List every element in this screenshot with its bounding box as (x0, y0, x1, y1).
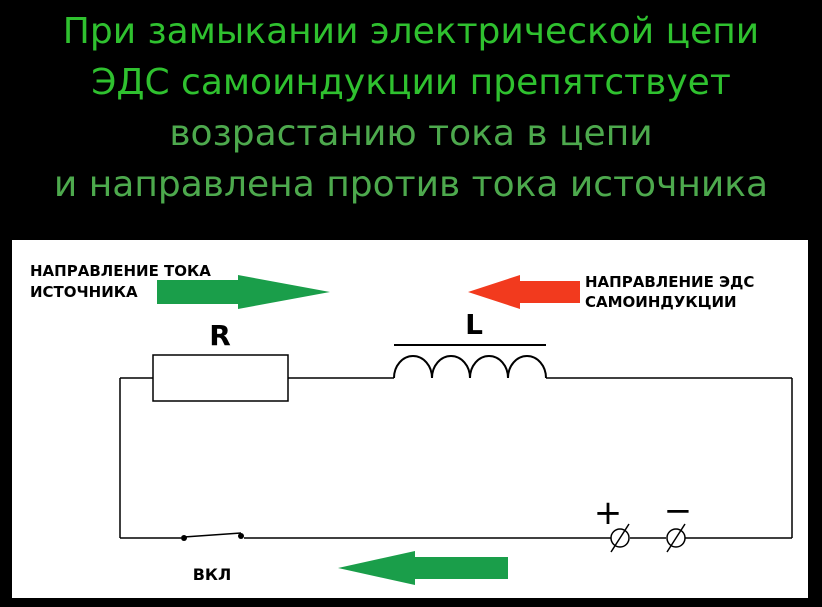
minus-sign: − (664, 491, 693, 531)
switch-symbol (181, 532, 244, 541)
title-line-4: и направлена против тока источника (53, 164, 769, 205)
emf-label-line1: НАПРАВЛЕНИЕ ЭДС (585, 273, 754, 291)
plus-sign: + (594, 493, 623, 533)
emf-label-line2: САМОИНДУКЦИИ (585, 293, 737, 311)
inductor-label: L (465, 308, 483, 341)
current-arrow-bottom (338, 551, 508, 585)
slide-title: При замыкании электрической цепи ЭДС сам… (0, 6, 822, 210)
battery-terminal-positive (610, 523, 630, 553)
switch-label: ВКЛ (193, 565, 232, 584)
current-arrow-top (157, 275, 330, 309)
title-line-3: возрастанию тока в цепи (169, 113, 653, 154)
title-line-2: ЭДС самоиндукции препятствует (91, 62, 731, 103)
battery-terminal-negative (666, 523, 686, 553)
resistor-symbol (152, 354, 289, 402)
resistor-label: R (209, 319, 231, 352)
source-current-label-line1: НАПРАВЛЕНИЕ ТОКА (30, 262, 211, 280)
inductor-coil (393, 355, 547, 379)
emf-arrow (468, 275, 580, 309)
title-line-1: При замыкании электрической цепи (62, 11, 760, 52)
circuit-wires (119, 377, 793, 539)
source-current-label-line2: ИСТОЧНИКА (30, 283, 138, 301)
